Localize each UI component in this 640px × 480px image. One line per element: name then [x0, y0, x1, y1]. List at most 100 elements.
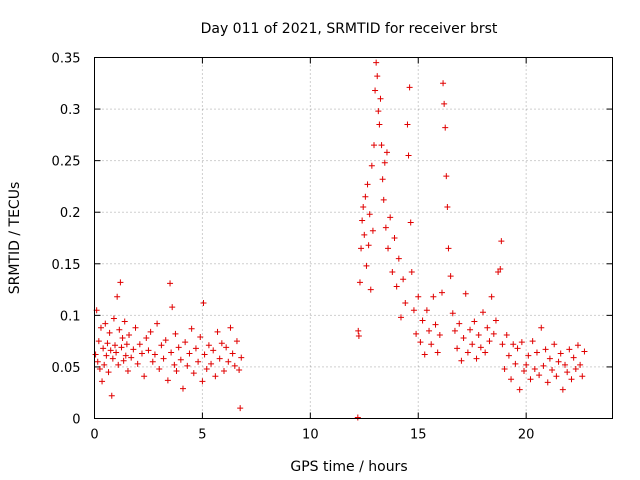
data-point	[434, 349, 441, 356]
data-point	[123, 341, 130, 348]
data-point	[359, 217, 366, 224]
data-point	[182, 339, 189, 346]
data-point	[477, 344, 484, 351]
chart-title: Day 011 of 2021, SRMTID for receiver brs…	[201, 21, 498, 37]
x-tick-label: 0	[90, 428, 98, 443]
data-point	[464, 349, 471, 356]
data-point	[115, 361, 122, 368]
data-point	[546, 355, 553, 362]
tick-layer: 0 5 10 15 20 0 0.05 0.1 0.15 0.2 0.25 0.3 0.35	[52, 52, 613, 443]
data-point	[214, 328, 221, 335]
data-point	[544, 379, 551, 386]
data-point	[482, 349, 489, 356]
data-point	[566, 346, 573, 353]
data-point	[497, 265, 504, 272]
data-point	[467, 326, 474, 333]
data-point	[94, 358, 101, 365]
data-point	[158, 342, 165, 349]
data-point	[169, 304, 176, 311]
data-point	[443, 173, 450, 180]
data-point	[462, 290, 469, 297]
data-point	[475, 331, 482, 338]
x-tick-label: 10	[302, 428, 319, 443]
data-point	[154, 320, 161, 327]
data-point	[231, 362, 238, 369]
x-axis-label: GPS time / hours	[290, 459, 407, 475]
data-point	[376, 121, 383, 128]
data-point	[366, 211, 373, 218]
plot-frame	[94, 57, 613, 419]
data-point	[562, 361, 569, 368]
data-point	[540, 362, 547, 369]
data-point	[101, 361, 108, 368]
data-point	[203, 365, 210, 372]
data-point	[380, 196, 387, 203]
data-point	[175, 344, 182, 351]
y-tick-label: 0.35	[52, 52, 81, 67]
data-point	[375, 108, 382, 115]
data-point	[218, 340, 225, 347]
data-point	[549, 367, 556, 374]
data-point	[216, 355, 223, 362]
data-point	[451, 327, 458, 334]
data-point	[149, 358, 156, 365]
data-point	[406, 84, 413, 91]
data-point	[363, 262, 370, 269]
data-point	[436, 331, 443, 338]
data-point	[480, 309, 486, 316]
data-point	[145, 347, 152, 354]
data-point	[107, 347, 114, 354]
data-point	[205, 342, 212, 349]
grid-layer	[94, 57, 613, 419]
data-point	[355, 327, 362, 334]
data-point	[445, 245, 452, 252]
data-point	[410, 307, 417, 314]
y-tick-label: 0.2	[60, 206, 81, 221]
data-point	[195, 358, 202, 365]
data-point	[415, 293, 422, 300]
data-point	[419, 317, 426, 324]
data-point	[438, 289, 445, 296]
data-point	[134, 360, 141, 367]
data-point	[460, 335, 467, 342]
data-point	[365, 242, 372, 249]
data-point	[512, 360, 519, 367]
data-point	[128, 354, 135, 361]
data-point	[223, 344, 230, 351]
data-point	[108, 392, 115, 399]
data-point	[190, 370, 197, 377]
data-point	[199, 378, 206, 385]
data-point	[413, 330, 420, 337]
data-point	[360, 204, 367, 211]
data-point	[373, 59, 380, 66]
data-point	[162, 337, 169, 344]
data-point	[236, 367, 243, 374]
data-point	[574, 342, 581, 349]
data-point	[490, 330, 497, 337]
data-point	[167, 280, 174, 287]
data-point	[369, 227, 376, 234]
y-tick-label: 0.1	[60, 309, 81, 324]
data-point	[404, 121, 411, 128]
data-point	[143, 335, 150, 342]
data-point	[510, 341, 517, 348]
data-point	[95, 338, 102, 345]
data-point	[508, 376, 515, 383]
data-point	[362, 193, 369, 200]
data-point	[358, 245, 365, 252]
data-point	[168, 349, 175, 356]
data-point	[570, 354, 577, 361]
data-point	[377, 95, 384, 102]
data-point	[536, 372, 543, 379]
data-point	[447, 273, 454, 280]
data-point	[382, 224, 389, 231]
data-point	[488, 293, 495, 300]
data-point	[233, 338, 240, 345]
data-point	[132, 324, 139, 331]
data-point	[105, 369, 112, 376]
data-point	[442, 124, 449, 131]
data-point	[354, 414, 361, 421]
data-point	[529, 338, 536, 345]
data-point	[177, 356, 184, 363]
data-point	[100, 345, 107, 352]
